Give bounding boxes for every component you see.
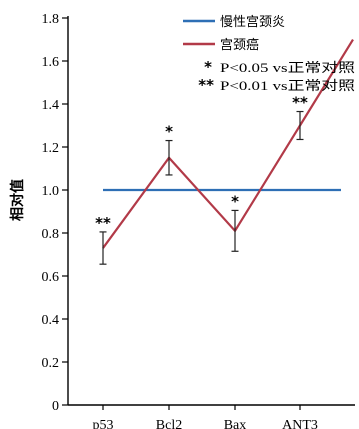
series-layer: ****** — [95, 39, 354, 265]
legend-sig-marker: ** — [198, 76, 214, 94]
legend-sig-marker: * — [204, 58, 212, 76]
y-ticks: 0 0.2 0.4 0.6 0.8 1.0 1.2 1.4 1.6 1.8 — [42, 12, 68, 414]
chart-axes — [67, 16, 355, 406]
y-axis-label: 相对值 — [9, 179, 26, 221]
y-tick-label: 1.0 — [42, 184, 60, 199]
significance-marker: ** — [95, 214, 111, 232]
y-tick-label: 0.2 — [42, 356, 60, 371]
y-tick-label: 0 — [52, 399, 59, 414]
x-tick-label: Bcl2 — [156, 418, 182, 429]
y-tick-label: 0.8 — [42, 227, 60, 242]
legend-sig-text: P<0.05 vs正常对照 — [220, 60, 355, 75]
y-tick-label: 0.6 — [42, 270, 60, 285]
legend-label-chronic-cervicitis: 慢性宫颈炎 — [220, 14, 285, 30]
y-tick-label: 1.6 — [42, 55, 60, 70]
legend-sig-text: P<0.01 vs正常对照 — [220, 78, 355, 93]
significance-marker: * — [165, 123, 173, 141]
y-tick-label: 1.4 — [42, 98, 60, 113]
x-tick-label: ANT3 — [282, 418, 318, 429]
y-tick-label: 1.2 — [42, 141, 60, 156]
y-tick-label: 1.8 — [42, 12, 60, 27]
y-tick-label: 0.4 — [42, 313, 60, 328]
x-tick-label: Bax — [224, 418, 247, 429]
significance-marker: ** — [292, 94, 308, 112]
legend-label-cervical-cancer: 宫颈癌 — [220, 37, 259, 53]
x-ticks: p53 Bcl2 Bax ANT3 — [93, 405, 318, 429]
significance-marker: * — [231, 192, 239, 210]
x-tick-label: p53 — [93, 418, 114, 429]
